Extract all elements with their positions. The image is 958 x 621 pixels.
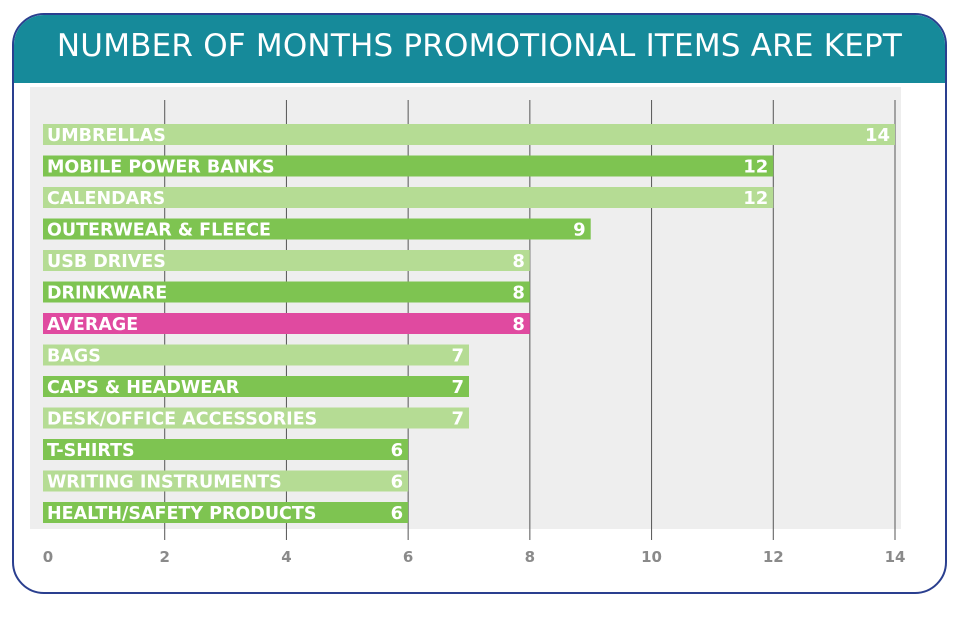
bar	[43, 250, 530, 271]
bar-category-label: UMBRELLAS	[47, 126, 166, 146]
bar-value-label: 6	[391, 503, 404, 524]
bar	[43, 313, 530, 334]
bar-category-label: BAGS	[47, 347, 101, 367]
bar-category-label: USB DRIVES	[47, 252, 166, 272]
bar	[43, 344, 469, 366]
x-tick-label: 12	[763, 548, 784, 566]
bar	[43, 281, 530, 303]
bar	[43, 502, 409, 523]
bar-category-label: MOBILE POWER BANKS	[47, 158, 275, 178]
bar-value-label: 6	[391, 440, 404, 461]
bar-value-label: 14	[865, 125, 890, 146]
bar-value-label: 9	[573, 220, 586, 241]
bar-category-label: CALENDARS	[47, 189, 165, 209]
chart-title: NUMBER OF MONTHS PROMOTIONAL ITEMS ARE K…	[56, 28, 903, 64]
x-tick-label: 2	[159, 548, 169, 566]
bar-value-label: 8	[512, 314, 525, 335]
bar-value-label: 7	[451, 409, 464, 430]
bar	[43, 155, 774, 177]
bar	[43, 124, 895, 145]
bar-category-label: CAPS & HEADWEAR	[47, 378, 240, 398]
x-tick-label: 6	[403, 548, 413, 566]
bar	[43, 218, 591, 240]
bar-category-label: T-SHIRTS	[47, 441, 135, 461]
bar-value-label: 12	[743, 188, 768, 209]
bar	[43, 187, 774, 208]
bar-category-label: DRINKWARE	[47, 284, 167, 304]
x-tick-label: 4	[281, 548, 291, 566]
bar-category-label: DESK/OFFICE ACCESSORIES	[47, 410, 317, 430]
bar-value-label: 12	[743, 157, 768, 178]
title-banner: NUMBER OF MONTHS PROMOTIONAL ITEMS ARE K…	[14, 15, 945, 83]
x-tick-label: 8	[525, 548, 535, 566]
x-tick-label: 0	[43, 548, 53, 566]
bar-value-label: 7	[451, 377, 464, 398]
bar-category-label: HEALTH/SAFETY PRODUCTS	[47, 504, 316, 524]
bar	[43, 407, 469, 429]
x-tick-label: 10	[641, 548, 662, 566]
bar-value-label: 8	[512, 283, 525, 304]
bar-category-label: AVERAGE	[47, 315, 138, 335]
bar-value-label: 7	[451, 346, 464, 367]
bar	[43, 470, 409, 492]
bar-category-label: OUTERWEAR & FLEECE	[47, 221, 271, 241]
bar	[43, 376, 469, 397]
x-tick-label: 14	[885, 548, 906, 566]
bar-value-label: 8	[512, 251, 525, 272]
bar-value-label: 6	[391, 472, 404, 493]
bar-category-label: WRITING INSTRUMENTS	[47, 473, 282, 493]
bar	[43, 439, 409, 460]
